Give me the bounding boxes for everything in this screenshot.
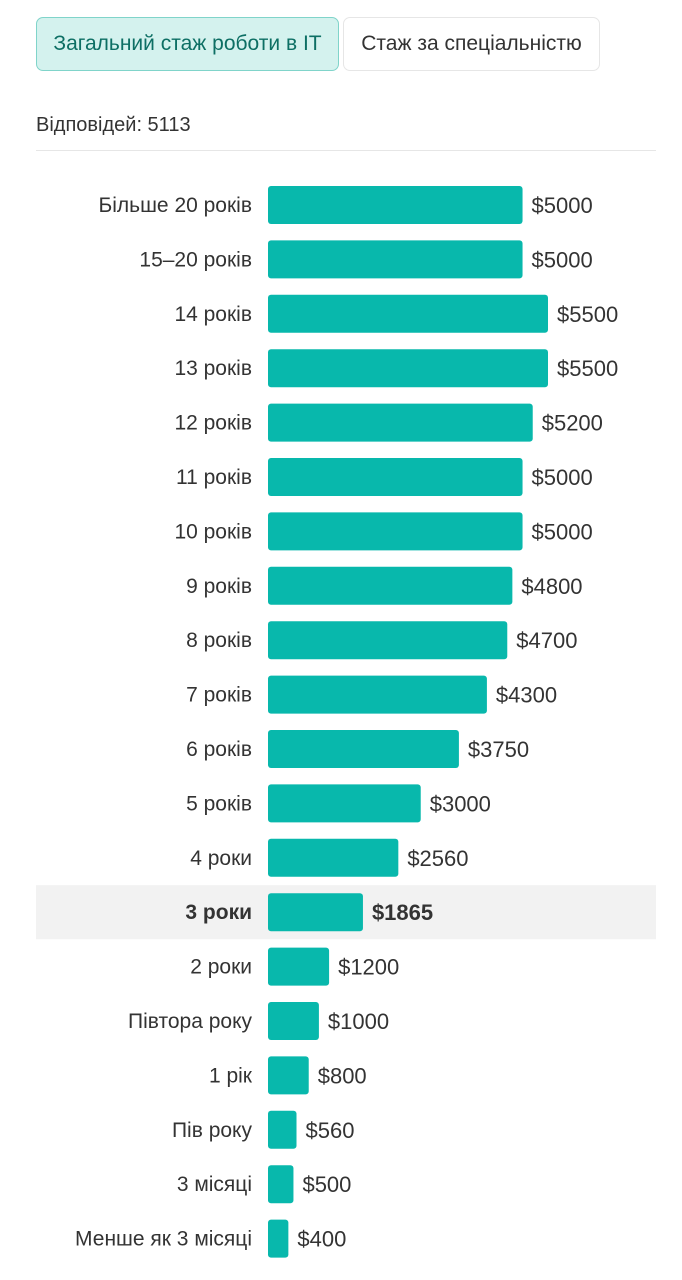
salary-bar [268,621,508,660]
value-label: $3750 [468,737,529,762]
value-label: $5000 [532,519,593,544]
salary-bar [268,1165,294,1204]
category-label: 7 років [186,684,252,707]
salary-bar [268,566,513,605]
salary-bar [268,838,399,877]
salary-bar [268,403,533,442]
category-label: 2 роки [190,956,252,979]
value-label: $4300 [496,683,557,708]
tab-total-it-experience[interactable]: Загальний стаж роботи в IT [36,17,339,71]
value-label: $3000 [430,791,491,816]
value-label: $560 [306,1118,355,1143]
category-label: 6 років [186,738,252,761]
category-label: 8 років [186,629,252,652]
salary-bar [268,1002,319,1040]
salary-bar [268,1219,289,1258]
experience-tabs: Загальний стаж роботи в IT Стаж за спеці… [36,17,600,71]
category-label: 9 років [186,575,252,598]
category-label: 1 рік [209,1064,253,1087]
value-label: $500 [302,1172,351,1197]
category-label: 12 років [174,412,252,435]
category-label: 15–20 років [139,248,252,271]
category-label: 10 років [174,520,252,543]
salary-bar [268,186,523,224]
salary-bar [268,240,523,279]
salary-bar [268,947,330,986]
value-label: $1865 [372,900,433,925]
value-label: $5200 [542,411,603,436]
value-label: $400 [297,1227,346,1252]
salary-bar [268,1110,297,1149]
salary-bar [268,512,523,551]
category-label: 5 років [186,792,252,815]
salary-bar [268,294,548,333]
salary-bar [268,675,487,714]
tab-specialty-experience[interactable]: Стаж за спеціальністю [343,17,600,71]
category-label: 4 роки [190,847,252,870]
value-label: $4700 [516,628,577,653]
responses-count: Відповідей: 5113 [36,114,191,136]
category-label: Пів року [172,1119,253,1142]
value-label: $5000 [532,193,593,218]
value-label: $2560 [407,846,468,871]
category-label: Менше як 3 місяці [75,1228,252,1251]
category-label: 3 місяці [177,1173,252,1196]
value-label: $1000 [328,1009,389,1034]
category-label: Більше 20 років [98,194,252,217]
value-label: $4800 [521,574,582,599]
value-label: $5000 [532,247,593,272]
category-label: 14 років [174,303,252,326]
salary-bar [268,349,548,388]
divider [36,150,656,151]
value-label: $800 [318,1063,367,1088]
category-label: Півтора року [128,1010,252,1033]
value-label: $5500 [557,356,618,381]
category-label: 3 роки [185,901,252,924]
category-label: 13 років [174,357,252,380]
salary-bar [268,784,421,823]
salary-bar [268,893,363,932]
value-label: $5500 [557,302,618,327]
salary-bar [268,1056,309,1095]
salary-bar [268,458,523,496]
value-label: $1200 [338,955,399,980]
salary-bar [268,730,459,768]
category-label: 11 років [176,466,252,489]
value-label: $5000 [532,465,593,490]
